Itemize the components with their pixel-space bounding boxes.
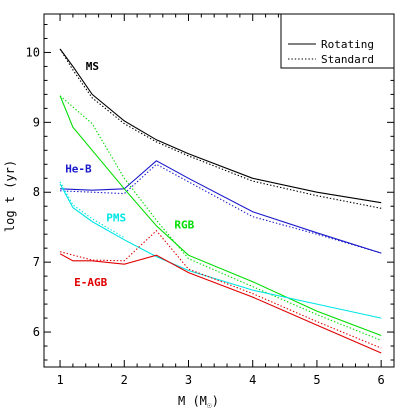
series-e-agb: E-AGB [59,229,382,354]
x-tick-label: 5 [313,373,320,387]
y-tick-label: 7 [33,255,40,269]
axis-ticks: 1 2 3 4 5 6 6 7 8 9 10 [26,14,394,387]
e-agb-series-label: E-AGB [74,276,107,289]
sun-symbol: ☉ [207,401,212,410]
y-axis-label: log t (yr) [3,160,17,232]
legend-box [280,13,395,69]
y-tick-label: 10 [26,45,40,59]
y-tick-label: 9 [33,115,40,129]
x-axis-label: M (M☉) [178,394,219,410]
he-b-standard-line [60,163,382,254]
plot-frame [43,13,395,368]
x-axis-label-main: M (M [178,394,207,408]
series-he-b: He-B [60,160,382,254]
series-ms: MS [59,48,382,209]
x-tick-label: 4 [249,373,256,387]
legend-rotating-label: Rotating [321,38,374,51]
he-b-series-label: He-B [65,163,92,176]
ms-standard-line [59,48,382,209]
x-tick-label: 2 [121,373,128,387]
legend: Rotating Standard [280,13,395,69]
x-tick-label: 6 [378,373,385,387]
pms-rotating-line [59,183,382,319]
y-tick-label: 8 [33,185,40,199]
e-agb-standard-line [59,229,382,349]
y-tick-label: 6 [33,325,40,339]
he-b-rotating-line [60,160,382,254]
pms-series-label: PMS [106,212,126,225]
x-axis-label-suffix: ) [212,394,219,408]
ms-series-label: MS [86,60,99,73]
series-pms: PMS [59,181,382,319]
chart-marks: MS He-B RGB PMS E-AGB [59,48,382,354]
pms-standard-line [59,181,125,239]
rgb-standard-line [59,95,382,341]
series-rgb: RGB [59,95,382,341]
x-tick-label: 1 [56,373,63,387]
e-agb-rotating-line [59,253,382,354]
ms-rotating-line [59,48,382,204]
rgb-rotating-line [59,95,382,337]
legend-standard-label: Standard [321,53,374,66]
x-tick-label: 3 [185,373,192,387]
rgb-series-label: RGB [174,219,194,232]
